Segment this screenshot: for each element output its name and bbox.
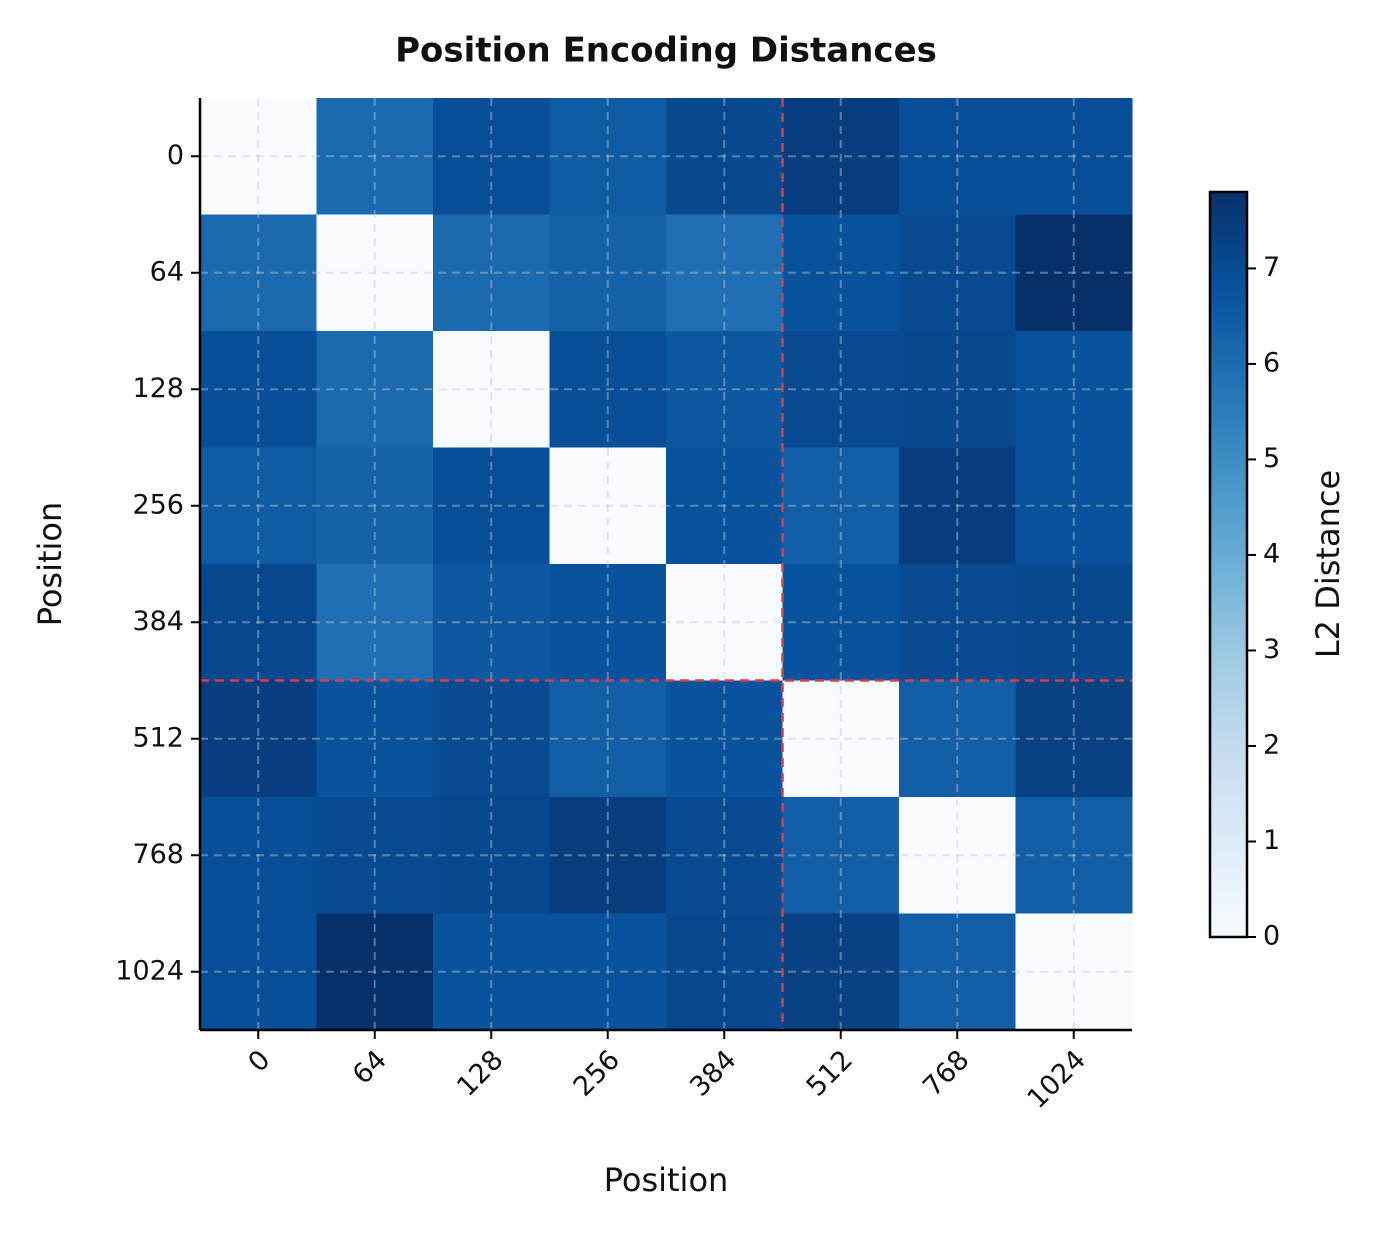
- colorbar-tick-label: 3: [1263, 634, 1280, 665]
- heatmap-cell: [899, 331, 1016, 448]
- heatmap-cell: [200, 680, 317, 798]
- x-tick-label: 512: [801, 1044, 859, 1102]
- heatmap-cell: [549, 564, 667, 681]
- heatmap-cell: [899, 913, 1016, 1031]
- heatmap-cell: [666, 913, 783, 1031]
- colorbar: [1208, 190, 1249, 939]
- heatmap-cell: [549, 331, 667, 448]
- heatmap-cell: [1015, 98, 1133, 215]
- heatmap-cell: [433, 913, 550, 1031]
- heatmap-cell: [316, 214, 434, 332]
- heatmap-cell: [1015, 797, 1133, 914]
- heatmap-cell: [433, 447, 550, 565]
- x-tick-label: 768: [917, 1044, 975, 1102]
- colorbar-tick-label: 5: [1263, 443, 1280, 474]
- heatmap-cell: [899, 98, 1016, 215]
- heatmap-cell: [200, 797, 317, 914]
- heatmap-cell: [316, 564, 434, 681]
- heatmap-cell: [200, 913, 317, 1031]
- x-axis-label: Position: [604, 1161, 729, 1199]
- heatmap-cell: [666, 797, 783, 914]
- heatmap-cell: [666, 447, 783, 565]
- heatmap-cell: [666, 564, 783, 681]
- x-tick-label: 1024: [1021, 1044, 1092, 1115]
- heatmap-cell: [1015, 913, 1133, 1031]
- heatmap-cell: [316, 680, 434, 798]
- heatmap-cell: [899, 214, 1016, 332]
- heatmap-cell: [782, 98, 900, 215]
- heatmap-cell: [200, 214, 317, 332]
- heatmap-cell: [666, 331, 783, 448]
- heatmap-cell: [433, 680, 550, 798]
- heatmap-cell: [782, 797, 900, 914]
- heatmap-cell: [666, 680, 783, 798]
- heatmap-cell: [433, 564, 550, 681]
- heatmap-cell: [782, 564, 900, 681]
- heatmap-cell: [200, 564, 317, 681]
- heatmap-cell: [549, 214, 667, 332]
- x-tick-label: 384: [684, 1044, 742, 1102]
- heatmap-cell: [316, 913, 434, 1031]
- colorbar-tick-label: 2: [1263, 729, 1280, 760]
- colorbar-tick-label: 1: [1263, 825, 1280, 856]
- colorbar-label: L2 Distance: [1309, 470, 1347, 658]
- heatmap-cell: [549, 680, 667, 798]
- colorbar-tick-label: 7: [1263, 252, 1280, 283]
- heatmap-cell: [433, 331, 550, 448]
- heatmap-cell: [1015, 214, 1133, 332]
- y-tick-label: 128: [132, 373, 184, 404]
- colorbar-tick-label: 4: [1263, 538, 1280, 569]
- heatmap-cell: [1015, 680, 1133, 798]
- heatmap-cell: [316, 331, 434, 448]
- heatmap-cell: [200, 447, 317, 565]
- heatmap-cell: [433, 214, 550, 332]
- heatmap-cell: [316, 447, 434, 565]
- heatmap-cell: [1015, 447, 1133, 565]
- colorbar-tick-label: 0: [1263, 921, 1280, 952]
- heatmap-cell: [666, 98, 783, 215]
- heatmap-cell: [549, 913, 667, 1031]
- y-axis-label: Position: [31, 502, 69, 627]
- heatmap-cell: [899, 447, 1016, 565]
- heatmap-cell: [782, 913, 900, 1031]
- heatmap-cell: [782, 214, 900, 332]
- y-tick-label: 64: [150, 256, 184, 287]
- heatmap-cell: [316, 797, 434, 914]
- x-tick-label: 128: [451, 1044, 509, 1102]
- heatmap-cell: [316, 98, 434, 215]
- y-tick-label: 512: [132, 722, 184, 753]
- heatmap-cell: [549, 797, 667, 914]
- x-tick-label: 0: [242, 1044, 276, 1078]
- y-tick-label: 384: [132, 606, 184, 637]
- y-tick-label: 0: [167, 140, 184, 171]
- heatmap-cell: [200, 98, 317, 215]
- y-tick-label: 1024: [115, 955, 184, 986]
- heatmap-cell: [200, 331, 317, 448]
- heatmap-cell: [782, 447, 900, 565]
- heatmap-cell: [899, 797, 1016, 914]
- chart-title: Position Encoding Distances: [395, 31, 937, 71]
- heatmap-cell: [782, 331, 900, 448]
- x-tick-label: 256: [568, 1044, 626, 1102]
- y-tick-label: 256: [132, 489, 184, 520]
- heatmap-cell: [666, 214, 783, 332]
- heatmap-cell: [899, 564, 1016, 681]
- heatmap-cell: [549, 447, 667, 565]
- heatmap-cell: [433, 98, 550, 215]
- heatmap-cell: [899, 680, 1016, 798]
- y-tick-label: 768: [132, 839, 184, 870]
- heatmap-cell: [1015, 564, 1133, 681]
- heatmap-cell: [433, 797, 550, 914]
- heatmap-cell: [1015, 331, 1133, 448]
- x-tick-label: 64: [347, 1044, 393, 1090]
- colorbar-tick-label: 6: [1263, 347, 1280, 378]
- heatmap-cell: [782, 680, 900, 798]
- heatmap-cell: [549, 98, 667, 215]
